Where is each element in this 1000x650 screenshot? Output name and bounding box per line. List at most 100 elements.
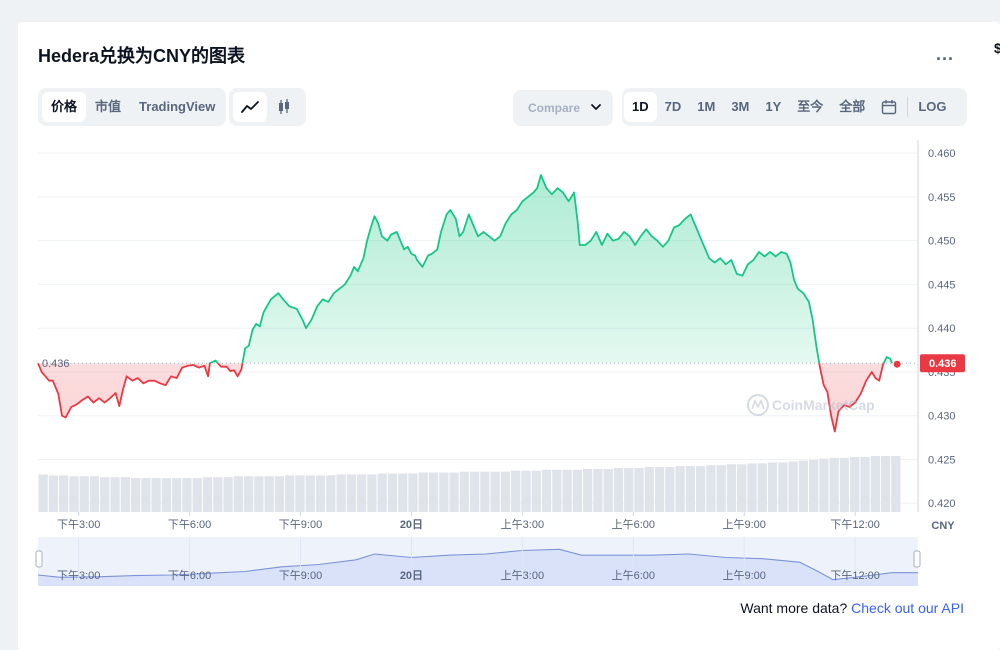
volume-bar [675, 466, 685, 512]
volume-bar [326, 475, 336, 512]
page-title: Hedera兑换为CNY的图表 [38, 46, 246, 66]
tab-price[interactable]: 价格 [42, 92, 87, 122]
api-footer: Want more data? Check out our API [740, 600, 964, 616]
volume-bar [213, 477, 223, 512]
volume-bar [172, 478, 182, 512]
coinmarketcap-watermark: CoinMarketCap [747, 394, 875, 416]
volume-bar [891, 456, 901, 512]
volume-bar [572, 469, 583, 512]
volume-bar [706, 465, 716, 512]
navigator-tick-label: 下午9:00 [279, 569, 322, 582]
watermark-logo-icon [747, 394, 769, 416]
volume-bar [408, 473, 418, 512]
volume-bar [809, 459, 819, 512]
range-3m[interactable]: 3M [731, 99, 750, 114]
volume-bar [295, 475, 305, 512]
view-tabs: 价格 市值 TradingView [38, 88, 226, 126]
watermark-logo-mark [751, 399, 765, 410]
x-tick-label: 上午3:00 [501, 518, 544, 531]
volume-bar [110, 477, 120, 512]
baseline-value-label: 0.436 [42, 358, 70, 370]
volume-bar [562, 469, 572, 512]
volume-bar [274, 476, 285, 512]
y-tick-label: 0.440 [928, 323, 956, 335]
volume-bar [552, 469, 562, 512]
x-tick-label: 下午12:00 [830, 518, 880, 531]
volume-bar [880, 456, 891, 512]
navigator-right-handle[interactable] [913, 550, 921, 568]
compare-label: Compare [528, 101, 581, 115]
volume-bar [726, 464, 737, 512]
volume-bar [428, 472, 439, 512]
x-tick-label: 20日 [400, 518, 423, 531]
volume-bar [398, 473, 408, 512]
range-1m[interactable]: 1M [697, 99, 716, 114]
area-below-baseline [38, 363, 884, 432]
chevron-down-icon [591, 104, 601, 110]
currency-label: CNY [931, 520, 955, 532]
volume-bar [387, 473, 398, 512]
range-7d[interactable]: 7D [664, 99, 682, 114]
navigator-area [38, 549, 918, 586]
volume-bar [233, 476, 243, 512]
y-tick-label: 0.430 [928, 411, 956, 423]
log-scale-toggle[interactable]: LOG [918, 99, 947, 114]
navigator-left-handle[interactable] [35, 550, 43, 568]
range-1d[interactable]: 1D [624, 92, 657, 122]
navigator-tick-label: 下午12:00 [830, 569, 880, 582]
volume-bar [254, 476, 264, 512]
volume-bar [737, 464, 747, 512]
range-divider [907, 97, 909, 117]
volume-bar [685, 466, 696, 512]
range-1y[interactable]: 1Y [765, 99, 782, 114]
volume-bar [356, 474, 367, 512]
volume-bar [182, 478, 192, 512]
y-tick-label: 0.445 [928, 279, 956, 291]
watermark-text: CoinMarketCap [772, 397, 875, 413]
x-tick-label: 上午6:00 [612, 518, 655, 531]
volume-bar [418, 472, 428, 512]
volume-bar [285, 475, 295, 512]
volume-bar [747, 463, 757, 512]
volume-bar [100, 477, 110, 512]
navigator-tick-label: 20日 [400, 569, 423, 582]
volume-bar [511, 470, 521, 512]
x-tick-label: 下午6:00 [168, 518, 211, 531]
last-price-dot [893, 360, 901, 368]
calendar-icon[interactable] [873, 92, 905, 122]
navigator-tick-label: 下午6:00 [168, 569, 211, 582]
volume-bar [315, 475, 326, 512]
volume-bar [59, 475, 69, 512]
volume-bar [839, 457, 850, 512]
edge-glyph: $ [994, 40, 1000, 56]
volume-bar [459, 471, 469, 512]
volume-bar [161, 478, 172, 512]
volume-bar [829, 457, 839, 512]
tab-market-cap[interactable]: 市值 [95, 99, 122, 114]
volume-bar [202, 477, 213, 512]
line-chart-icon[interactable] [233, 92, 267, 122]
current-price-label: 0.436 [929, 358, 957, 370]
x-tick-label: 上午9:00 [723, 518, 766, 531]
range-ytd[interactable]: 至今 [797, 99, 824, 114]
volume-bar [531, 470, 541, 512]
navigator-tick-label: 上午3:00 [501, 569, 544, 582]
y-tick-label: 0.460 [928, 148, 956, 160]
volume-bar [665, 467, 675, 512]
volume-bar [48, 475, 59, 512]
tab-tradingview[interactable]: TradingView [139, 99, 216, 114]
compare-dropdown[interactable]: Compare [513, 90, 613, 126]
volume-bar [644, 467, 654, 512]
volume-bar [305, 475, 315, 512]
navigator-tick-label: 上午6:00 [612, 569, 655, 582]
api-link[interactable]: Check out our API [851, 600, 964, 616]
candlestick-icon[interactable] [267, 92, 301, 122]
volume-bar [716, 465, 726, 512]
range-all[interactable]: 全部 [839, 99, 866, 114]
volume-bar [603, 468, 613, 512]
price-line-down [37, 363, 893, 433]
y-tick-label: 0.455 [928, 192, 956, 204]
volume-bar [500, 471, 511, 512]
more-options-button[interactable]: ... [936, 44, 955, 64]
volume-bar [377, 473, 387, 512]
